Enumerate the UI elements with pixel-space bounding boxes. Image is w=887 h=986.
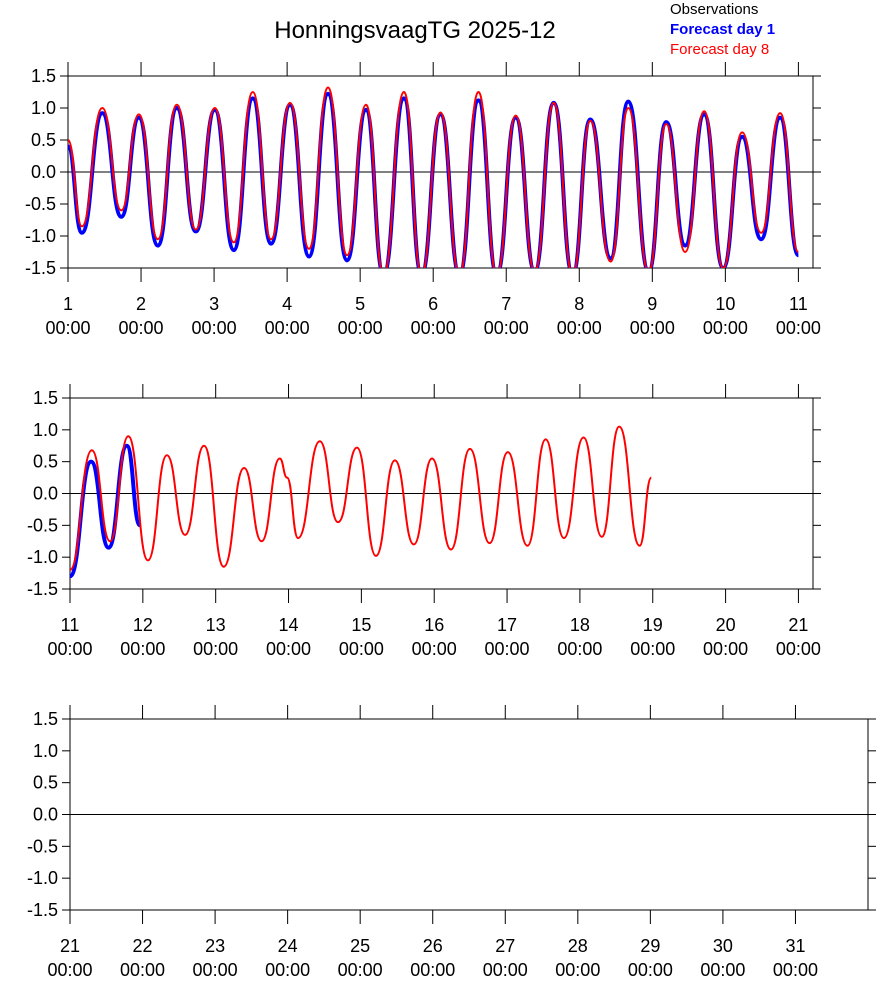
x-tick-label: 27 00:00 xyxy=(482,936,528,980)
x-tick-label: 12 00:00 xyxy=(120,615,166,659)
y-tick-label: 0.5 xyxy=(31,130,56,150)
x-tick-label: 20 00:00 xyxy=(703,615,749,659)
y-tick-label: 1.0 xyxy=(33,741,58,761)
x-tick-label: 21 00:00 xyxy=(47,936,93,980)
x-tick-label: 9 00:00 xyxy=(629,294,675,338)
x-tick-label: 8 00:00 xyxy=(556,294,602,338)
y-tick-label: -1.5 xyxy=(27,579,58,599)
y-tick-label: -1.0 xyxy=(27,547,58,567)
legend-entry: Observations xyxy=(670,1,758,18)
series-line xyxy=(68,86,800,268)
x-tick-label: 31 00:00 xyxy=(772,936,818,980)
x-tick-label: 15 00:00 xyxy=(338,615,384,659)
x-tick-label: 25 00:00 xyxy=(337,936,383,980)
x-tick-label: 14 00:00 xyxy=(265,615,312,659)
x-tick-label: 13 00:00 xyxy=(193,615,239,659)
y-tick-label: -1.0 xyxy=(25,226,56,246)
x-tick-label: 16 00:00 xyxy=(411,615,457,659)
y-tick-label: 0.0 xyxy=(33,805,58,825)
x-tick-label: 4 00:00 xyxy=(264,294,310,338)
x-tick-label: 28 00:00 xyxy=(555,936,601,980)
x-tick-label: 17 00:00 xyxy=(484,615,530,659)
legend-entry: Forecast day 8 xyxy=(670,41,769,58)
x-tick-label: 2 00:00 xyxy=(118,294,164,338)
y-tick-label: 1.5 xyxy=(33,388,58,408)
y-tick-label: 1.5 xyxy=(33,709,58,729)
series-line xyxy=(70,425,653,571)
x-tick-label: 30 00:00 xyxy=(700,936,746,980)
x-tick-label: 1 00:00 xyxy=(45,294,91,338)
x-tick-label: 6 00:00 xyxy=(410,294,456,338)
x-tick-label: 19 00:00 xyxy=(630,615,676,659)
x-tick-label: 26 00:00 xyxy=(410,936,456,980)
x-tick-label: 24 00:00 xyxy=(265,936,311,980)
x-tick-label: 23 00:00 xyxy=(192,936,238,980)
x-tick-label: 11 00:00 xyxy=(775,294,821,338)
y-tick-label: -0.5 xyxy=(27,515,58,535)
y-tick-label: 1.5 xyxy=(31,66,56,86)
y-tick-label: 1.0 xyxy=(31,98,56,118)
y-tick-label: 0.5 xyxy=(33,452,58,472)
y-tick-label: -1.5 xyxy=(25,258,56,278)
x-tick-label: 7 00:00 xyxy=(483,294,529,338)
y-tick-label: -0.5 xyxy=(27,836,58,856)
y-tick-label: 0.0 xyxy=(33,484,58,504)
chart-title: HonningsvaagTG 2025-12 xyxy=(274,17,556,44)
x-tick-label: 22 00:00 xyxy=(120,936,166,980)
x-tick-label: 10 00:00 xyxy=(702,294,748,338)
y-tick-label: -1.5 xyxy=(27,900,58,920)
y-tick-label: 1.0 xyxy=(33,420,58,440)
legend-entry: Forecast day 1 xyxy=(670,21,775,38)
x-tick-label: 11 00:00 xyxy=(47,615,93,659)
x-tick-label: 29 00:00 xyxy=(627,936,673,980)
x-tick-label: 3 00:00 xyxy=(191,294,237,338)
x-tick-label: 5 00:00 xyxy=(337,294,383,338)
x-tick-label: 21 00:00 xyxy=(775,615,821,659)
y-tick-label: 0.5 xyxy=(33,773,58,793)
y-tick-label: 0.0 xyxy=(31,162,56,182)
x-tick-label: 18 00:00 xyxy=(557,615,603,659)
y-tick-label: -0.5 xyxy=(25,194,56,214)
y-tick-label: -1.0 xyxy=(27,868,58,888)
